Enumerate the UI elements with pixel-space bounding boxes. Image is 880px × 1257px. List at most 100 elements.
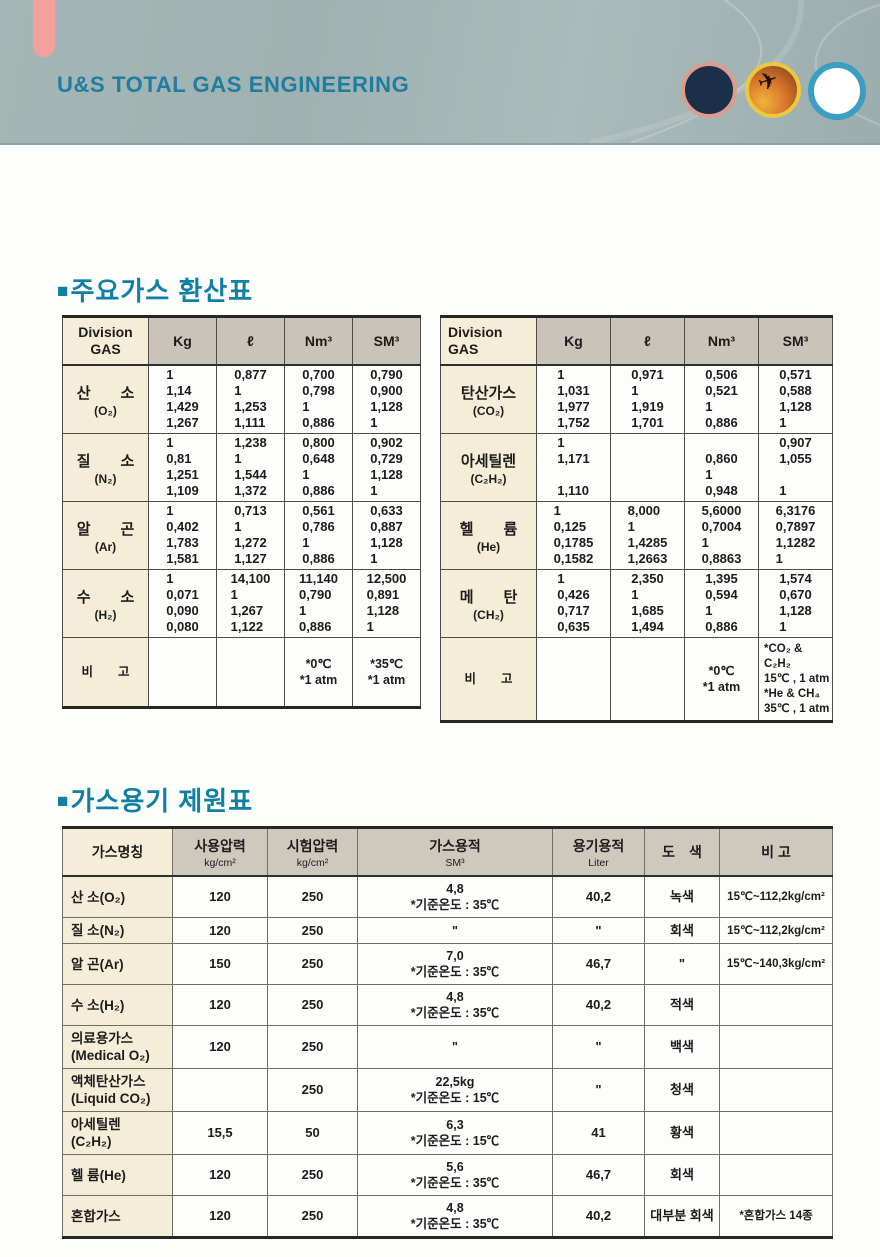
conversion-values-cell: 0,571 0,588 1,128 1 <box>758 364 833 434</box>
note-cell: *CO₂ & C₂H₂ 15℃ , 1 atm *He & CH₄ 35℃ , … <box>758 637 833 722</box>
conversion-values: 5,6000 0,7004 1 0,8863 <box>701 503 742 566</box>
note-label-cell: 비 고 <box>62 637 149 708</box>
gas-name: 수 소 <box>76 588 135 606</box>
gas-row: 질 소 (N₂) 1 0,81 1,251 1,109 1,238 1 1,544 1… <box>62 433 421 502</box>
spec-row: 질 소(N₂) 120 250 " " 회색 15℃~112,2kg/cm² <box>62 917 833 944</box>
gas-volume-cell: 4,8 *기준온도 : 35℃ <box>357 984 553 1026</box>
note-cell <box>610 637 685 722</box>
column-unit: kg/cm² <box>204 856 236 869</box>
column-unit: SM³ <box>445 856 465 869</box>
table-body: 산 소(O₂) 120 250 4,8 *기준온도 : 35℃ 40,2 녹색 15℃~11… <box>62 875 833 1238</box>
blank-circle-badge <box>808 62 866 120</box>
unit-column-header: Nm³ <box>684 316 759 366</box>
division-gas-header: Division GAS <box>62 316 149 366</box>
square-bullet-icon: ■ <box>57 281 70 302</box>
unit-column-header: Kg <box>148 316 217 366</box>
test-pressure-cell: 250 <box>267 943 358 985</box>
conversion-values-cell: 1 0,81 1,251 1,109 <box>148 433 217 502</box>
note-row: 비 고 *0℃ *1 atm *CO₂ & C₂H₂ 15℃ , 1 atm *He… <box>440 637 833 722</box>
gas-volume-cell: 4,8 *기준온도 : 35℃ <box>357 875 553 918</box>
note-cell: *0℃ *1 atm <box>284 637 353 708</box>
conversion-values: 1,574 0,670 1,128 1 <box>779 571 812 634</box>
gas-row: 알 곤 (Ar) 1 0,402 1,783 1,581 0,713 1 1,272 … <box>62 501 421 570</box>
conversion-values-cell: 1 0,402 1,783 1,581 <box>148 501 217 570</box>
gas-name: 질 소 <box>76 452 135 470</box>
spec-column-header: 도 색 <box>644 827 720 877</box>
gas-name: 헬 륨 <box>459 520 518 538</box>
use-pressure-cell: 120 <box>172 875 268 918</box>
conversion-values: 1 1,14 1,429 1,267 <box>166 367 199 430</box>
conversion-values: 0,700 0,798 1 0,886 <box>302 367 335 430</box>
unit-column-header: Nm³ <box>284 316 353 366</box>
remark-cell <box>719 984 833 1026</box>
use-pressure-cell: 120 <box>172 1025 268 1069</box>
gas-row: 산 소 (O₂) 1 1,14 1,429 1,267 0,877 1 1,253 1… <box>62 364 421 434</box>
use-pressure-cell: 120 <box>172 1154 268 1196</box>
conversion-values-cell: 0,971 1 1,919 1,701 <box>610 364 685 434</box>
conversion-values: 12,500 0,891 1,128 1 <box>366 571 407 634</box>
section-title-text: 가스용기 제원표 <box>70 786 254 816</box>
gas-name: 산 소 <box>76 384 135 402</box>
gas-volume-cell: " <box>357 1025 553 1069</box>
gas-label-cell: 질 소 (N₂) <box>62 433 149 502</box>
gas-volume-cell: " <box>357 917 553 944</box>
conversion-values: 14,100 1 1,267 1,122 <box>230 571 271 634</box>
gas-volume-cell: 4,8 *기준온도 : 35℃ <box>357 1195 553 1238</box>
header-band: U&S TOTAL GAS ENGINEERING ✈ <box>0 0 880 145</box>
conversion-values-cell: 12,500 0,891 1,128 1 <box>352 569 421 638</box>
test-pressure-cell: 250 <box>267 917 358 944</box>
use-pressure-cell: 150 <box>172 943 268 985</box>
test-pressure-cell: 250 <box>267 984 358 1026</box>
paint-color-cell: 황색 <box>644 1111 720 1155</box>
test-pressure-cell: 250 <box>267 1068 358 1112</box>
spec-column-header: 비 고 <box>719 827 833 877</box>
note-cell: *35℃ *1 atm <box>352 637 421 708</box>
cylinder-capacity-cell: 46,7 <box>552 943 645 985</box>
conversion-values: 0,571 0,588 1,128 1 <box>779 367 812 430</box>
spec-row: 산 소(O₂) 120 250 4,8 *기준온도 : 35℃ 40,2 녹색 15℃~11… <box>62 875 833 918</box>
conversion-values-cell: 1,395 0,594 1 0,886 <box>684 569 759 638</box>
square-bullet-icon: ■ <box>57 791 70 812</box>
conversion-values: 0,506 0,521 1 0,886 <box>705 367 738 430</box>
airplane-icon: ✈ <box>754 65 782 98</box>
use-pressure-cell <box>172 1068 268 1112</box>
conversion-table-right: Division GAS Kg ℓ Nm³ SM³ 탄산가스 (CO₂) 1 1,031 1,… <box>440 315 833 723</box>
conversion-values: 0,713 1 1,272 1,127 <box>234 503 267 566</box>
conversion-values: 1,238 1 1,544 1,372 <box>234 435 267 498</box>
conversion-values-cell: 0,860 1 0,948 <box>684 433 759 502</box>
conversion-values-cell: 0,902 0,729 1,128 1 <box>352 433 421 502</box>
conversion-values: 1 0,81 1,251 1,109 <box>166 435 199 498</box>
conversion-values-cell: 1,238 1 1,544 1,372 <box>216 433 285 502</box>
conversion-values: 6,3176 0,7897 1,1282 1 <box>775 503 816 566</box>
spec-column-header: 용기용적 Liter <box>552 827 645 877</box>
conversion-section-title: ■주요가스 환산표 <box>57 271 253 308</box>
conversion-values: 0,800 0,648 1 0,886 <box>302 435 335 498</box>
cylinder-capacity-cell: 41 <box>552 1111 645 1155</box>
unit-column-header: ℓ <box>610 316 685 366</box>
gas-name: 메 탄 <box>459 588 518 606</box>
cylinder-spec-table: 가스명칭 사용압력 kg/cm² 시험압력 kg/cm² 가스용적 SM³ 용기용적 Liter… <box>62 826 833 1239</box>
conversion-values-cell: 8,000 1 1,4285 1,2663 <box>610 501 685 570</box>
division-gas-header: Division GAS <box>440 316 537 366</box>
gas-name-cell: 의료용가스 (Medical O₂) <box>62 1025 173 1069</box>
conversion-values: 1 0,125 0,1785 0,1582 <box>553 503 594 566</box>
test-pressure-cell: 250 <box>267 1195 358 1238</box>
paint-color-cell: 회색 <box>644 917 720 944</box>
cylinder-capacity-cell: 40,2 <box>552 875 645 918</box>
gas-name-cell: 알 곤(Ar) <box>62 943 173 985</box>
unit-column-header: ℓ <box>216 316 285 366</box>
cylinder-capacity-cell: " <box>552 917 645 944</box>
conversion-values: 11,140 0,790 1 0,886 <box>298 571 339 634</box>
spec-column-header: 시험압력 kg/cm² <box>267 827 358 877</box>
cylinder-capacity-cell: 40,2 <box>552 1195 645 1238</box>
note-label-cell: 비 고 <box>440 637 537 722</box>
conversion-values-cell: 0,800 0,648 1 0,886 <box>284 433 353 502</box>
unit-column-header: SM³ <box>758 316 833 366</box>
conversion-values-cell: 1 0,071 0,090 0,080 <box>148 569 217 638</box>
conversion-values-cell: 0,561 0,786 1 0,886 <box>284 501 353 570</box>
conversion-values-cell: 14,100 1 1,267 1,122 <box>216 569 285 638</box>
cylinder-capacity-cell: 46,7 <box>552 1154 645 1196</box>
cylinder-section-title: ■가스용기 제원표 <box>57 781 253 818</box>
gas-name-cell: 혼합가스 <box>62 1195 173 1238</box>
